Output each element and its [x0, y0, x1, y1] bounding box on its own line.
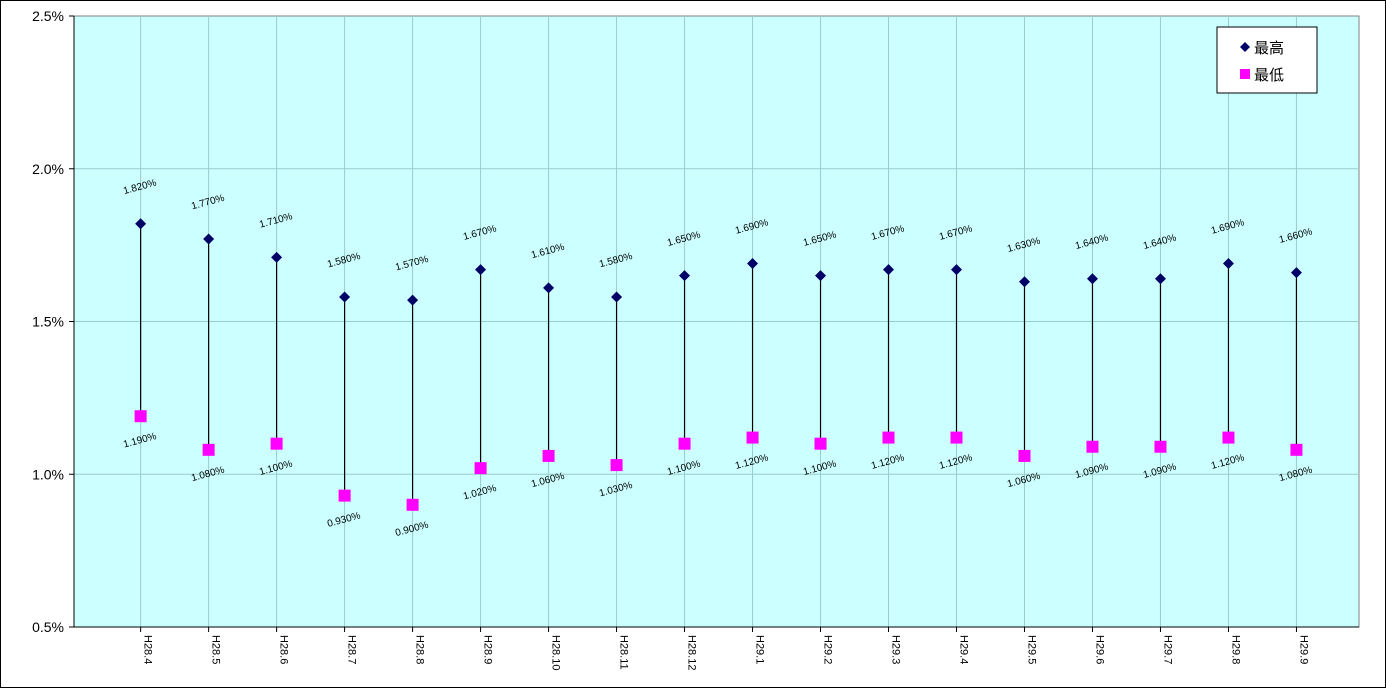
- y-tick-label: 2.0%: [32, 161, 64, 177]
- low-marker: [950, 431, 963, 444]
- x-tick-label: H28.12: [686, 635, 698, 670]
- high-marker: [271, 251, 283, 263]
- high-marker: [475, 264, 487, 276]
- y-tick-label: 1.0%: [32, 466, 64, 482]
- x-tick-label: H28.6: [278, 635, 290, 664]
- x-tick-label: H29.1: [754, 635, 766, 664]
- x-tick-label: H29.9: [1297, 635, 1309, 664]
- legend-marker-low: [1240, 69, 1250, 79]
- low-marker: [1222, 431, 1235, 444]
- y-axis: 0.5% 1.0% 1.5% 2.0% 2.5%: [32, 8, 75, 635]
- low-marker: [338, 489, 351, 502]
- low-marker: [1086, 440, 1099, 453]
- high-marker: [883, 264, 895, 276]
- y-tick-label: 0.5%: [32, 619, 64, 635]
- series-markers: [134, 218, 1303, 511]
- x-tick-label: H29.2: [822, 635, 834, 664]
- high-marker: [203, 233, 215, 245]
- low-marker: [406, 498, 419, 511]
- y-tick-label: 1.5%: [32, 314, 64, 330]
- low-marker: [134, 410, 147, 423]
- high-marker: [951, 264, 963, 276]
- high-marker: [1086, 273, 1098, 285]
- legend-label-low: 最低: [1254, 66, 1284, 84]
- high-marker: [407, 294, 419, 306]
- x-tick-label: H28.8: [414, 635, 426, 664]
- low-marker: [1018, 449, 1031, 462]
- y-tick-label: 2.5%: [32, 8, 64, 24]
- high-marker: [135, 218, 147, 230]
- high-marker: [1018, 276, 1030, 288]
- low-marker: [610, 459, 623, 472]
- high-marker: [543, 282, 555, 294]
- high-marker: [1154, 273, 1166, 285]
- high-marker: [679, 270, 691, 282]
- x-tick-label: H28.4: [142, 635, 154, 664]
- high-marker: [815, 270, 827, 282]
- legend: 最高 最低: [1216, 26, 1318, 94]
- x-tick-label: H29.3: [890, 635, 902, 664]
- high-marker: [747, 257, 759, 269]
- x-tick-label: H29.7: [1161, 635, 1173, 664]
- legend-box: [1216, 26, 1318, 94]
- high-marker: [611, 291, 623, 303]
- low-marker: [814, 437, 827, 450]
- low-marker: [542, 449, 555, 462]
- x-tick-label: H29.5: [1025, 635, 1037, 664]
- low-marker: [882, 431, 895, 444]
- high-marker: [1222, 257, 1234, 269]
- x-axis: H28.4 H28.5 H28.6 H28.7 H28.8 H28.9 H28.10 H28.…: [74, 626, 1359, 670]
- low-marker: [678, 437, 691, 450]
- low-marker: [1154, 440, 1167, 453]
- high-marker: [339, 291, 351, 303]
- high-low-lines: [140, 223, 1298, 505]
- x-tick-label: H28.10: [550, 635, 562, 670]
- legend-label-high: 最高: [1254, 39, 1284, 57]
- low-marker: [474, 462, 487, 475]
- low-marker: [746, 431, 759, 444]
- x-tick-label: H28.11: [618, 635, 630, 670]
- x-tick-label: H28.9: [482, 635, 494, 664]
- x-tick-label: H29.4: [958, 635, 970, 664]
- x-tick-label: H28.7: [346, 635, 358, 664]
- x-tick-label: H29.8: [1229, 635, 1241, 664]
- x-tick-label: H29.6: [1093, 635, 1105, 664]
- low-marker: [1290, 443, 1303, 456]
- low-marker: [270, 437, 283, 450]
- low-marker: [202, 443, 215, 456]
- x-tick-label: H28.5: [210, 635, 222, 664]
- high-marker: [1290, 267, 1302, 279]
- legend-marker-high: [1240, 42, 1250, 52]
